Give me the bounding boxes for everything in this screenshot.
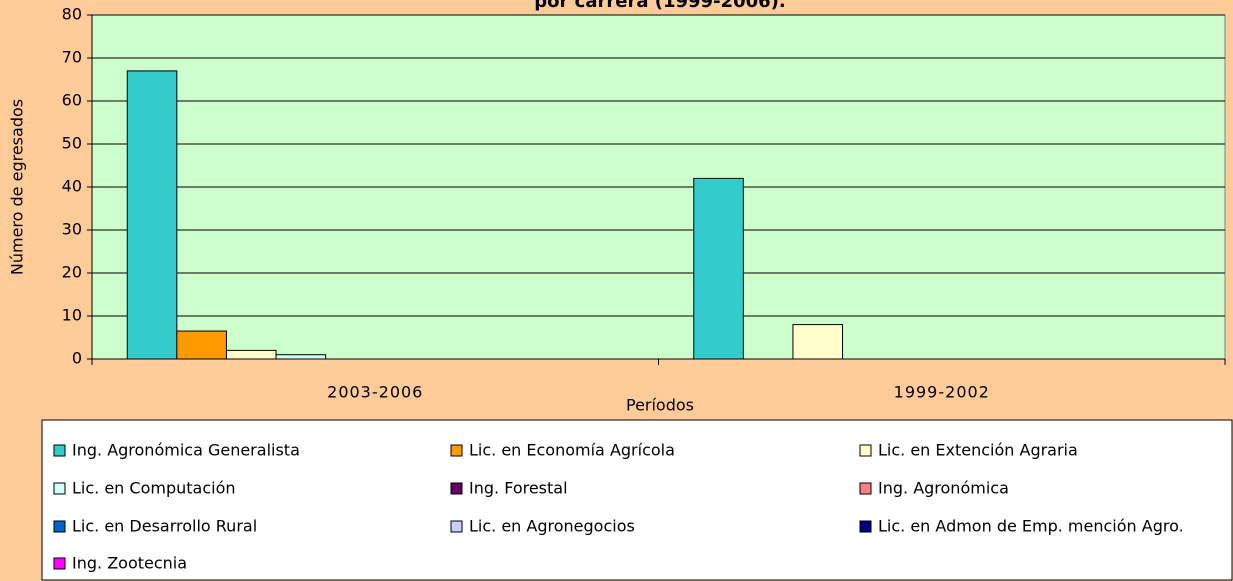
bar bbox=[693, 177, 744, 360]
y-tick-label: 40 bbox=[62, 177, 82, 196]
legend-swatch bbox=[53, 444, 66, 457]
x-axis-label: Períodos bbox=[626, 396, 694, 415]
legend-label: Ing. Agronómica Generalista bbox=[72, 441, 300, 460]
legend-swatch bbox=[859, 520, 872, 533]
y-axis-label: Número de egresados bbox=[8, 99, 27, 275]
legend-swatch bbox=[53, 482, 66, 495]
x-tick-label: 1999-2002 bbox=[894, 383, 990, 402]
chart-title: por carrera (1999-2006). bbox=[534, 0, 785, 12]
y-tick-label: 50 bbox=[62, 134, 82, 153]
y-tick-label: 20 bbox=[62, 263, 82, 282]
legend-swatch bbox=[859, 444, 872, 457]
legend-label: Ing. Zootecnia bbox=[72, 554, 187, 573]
y-tick-label: 60 bbox=[62, 91, 82, 110]
legend-label: Ing. Forestal bbox=[469, 479, 568, 498]
bar bbox=[225, 349, 277, 360]
y-tick-label: 30 bbox=[62, 220, 82, 239]
legend-label: Lic. en Economía Agrícola bbox=[469, 441, 675, 460]
legend-label: Lic. en Agronegocios bbox=[469, 517, 635, 536]
legend bbox=[41, 419, 1233, 581]
legend-swatch bbox=[53, 557, 66, 570]
bar bbox=[792, 324, 844, 360]
legend-swatch bbox=[53, 520, 66, 533]
y-tick-label: 70 bbox=[62, 48, 82, 67]
legend-swatch bbox=[859, 482, 872, 495]
bar bbox=[275, 354, 327, 360]
legend-label: Lic. en Extención Agraria bbox=[878, 441, 1078, 460]
legend-swatch bbox=[450, 520, 463, 533]
bar bbox=[176, 330, 227, 360]
legend-label: Lic. en Admon de Emp. mención Agro. bbox=[878, 517, 1184, 536]
y-tick-label: 80 bbox=[62, 5, 82, 24]
legend-label: Lic. en Computación bbox=[72, 479, 236, 498]
bar bbox=[126, 70, 178, 360]
legend-swatch bbox=[450, 482, 463, 495]
y-tick-label: 10 bbox=[62, 306, 82, 325]
legend-label: Ing. Agronómica bbox=[878, 479, 1009, 498]
y-tick-label: 0 bbox=[72, 349, 82, 368]
legend-label: Lic. en Desarrollo Rural bbox=[72, 517, 257, 536]
x-tick-label: 2003-2006 bbox=[327, 383, 423, 402]
legend-swatch bbox=[450, 444, 463, 457]
